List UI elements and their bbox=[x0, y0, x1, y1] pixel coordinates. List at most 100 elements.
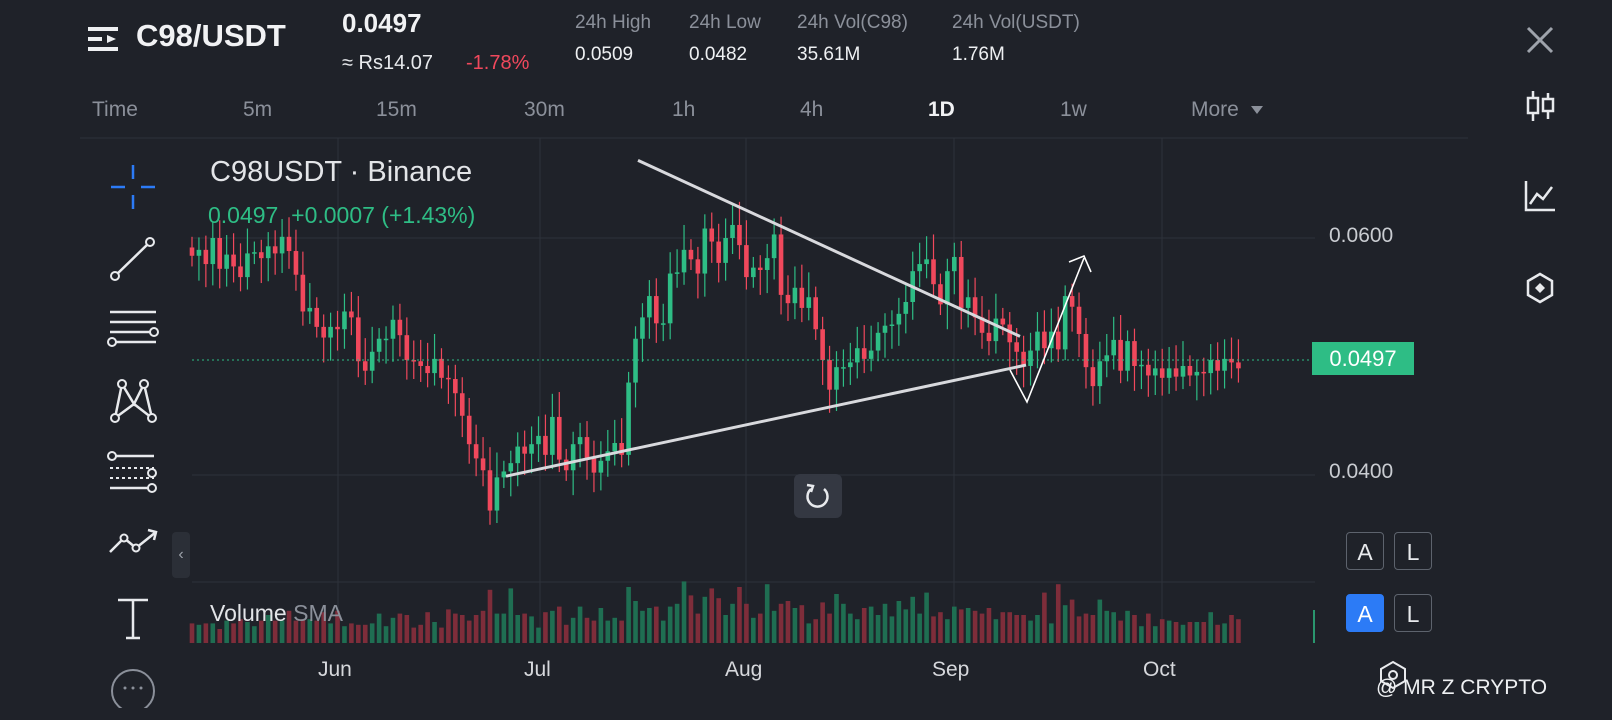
candle-body bbox=[369, 351, 375, 371]
candle-body bbox=[494, 477, 500, 511]
candle-body bbox=[279, 236, 285, 254]
candlestick-icon bbox=[1526, 91, 1555, 121]
tab-more[interactable]: More bbox=[1191, 98, 1265, 122]
more-tools-button[interactable] bbox=[110, 668, 156, 708]
local-price: ≈ Rs14.07 bbox=[342, 52, 434, 74]
price-change: -1.78% bbox=[466, 52, 530, 74]
volume-bar bbox=[986, 608, 992, 643]
volume-bar bbox=[917, 613, 922, 643]
menu-button[interactable] bbox=[86, 22, 120, 56]
candle-body bbox=[799, 287, 805, 308]
volume-bar bbox=[1215, 624, 1220, 643]
volume-bar bbox=[667, 606, 673, 643]
stat-value-high: 0.0509 bbox=[575, 44, 634, 65]
path-tool[interactable] bbox=[106, 520, 160, 574]
candle-body bbox=[972, 297, 978, 318]
volume-bar bbox=[875, 615, 881, 643]
line-chart-button[interactable] bbox=[1522, 178, 1558, 214]
candle-body bbox=[764, 258, 770, 270]
tab-1h[interactable]: 1h bbox=[672, 98, 696, 121]
candle-body bbox=[487, 470, 493, 511]
candle-body bbox=[674, 272, 680, 274]
candle-body bbox=[757, 267, 763, 270]
tab-5m[interactable]: 5m bbox=[243, 98, 273, 121]
trendline-tool[interactable] bbox=[106, 232, 160, 286]
channel-icon bbox=[107, 451, 157, 493]
volume-bar bbox=[390, 617, 396, 643]
candle-body bbox=[335, 326, 340, 330]
tab-30m[interactable]: 30m bbox=[524, 98, 565, 121]
x-tick: Oct bbox=[1143, 658, 1176, 681]
volume-bar bbox=[792, 608, 798, 643]
volume-bar bbox=[1049, 623, 1054, 643]
volume-bar bbox=[723, 615, 728, 643]
candle-body bbox=[737, 224, 742, 246]
volume-bar bbox=[1055, 584, 1061, 643]
candle-body bbox=[702, 228, 708, 274]
price-tick: 0.0600 bbox=[1329, 224, 1394, 247]
candle-body bbox=[931, 259, 936, 285]
volume-bar bbox=[203, 623, 209, 643]
stat-label-vol-base: 24h Vol(C98) bbox=[797, 12, 908, 33]
volume-bar bbox=[806, 623, 812, 643]
pattern-tool[interactable] bbox=[106, 376, 160, 430]
fib-tool[interactable] bbox=[106, 304, 160, 358]
tab-15m[interactable]: 15m bbox=[376, 98, 417, 121]
log-scale-toggle-price[interactable]: L bbox=[1394, 532, 1432, 570]
volume-bar bbox=[972, 610, 978, 643]
tab-1d[interactable]: 1D bbox=[928, 98, 955, 121]
candle-body bbox=[1166, 368, 1172, 378]
volume-bar bbox=[480, 610, 486, 643]
channel-tool[interactable] bbox=[106, 448, 160, 502]
close-button[interactable] bbox=[1522, 22, 1558, 58]
volume-bar bbox=[300, 619, 306, 643]
candle-body bbox=[453, 379, 458, 394]
candle-body bbox=[848, 362, 853, 368]
hexagon-indicator-icon bbox=[1526, 272, 1554, 304]
volume-bar bbox=[411, 627, 417, 643]
volume-bar bbox=[1152, 626, 1158, 643]
tab-more-label: More bbox=[1191, 98, 1239, 121]
volume-bar bbox=[674, 603, 680, 643]
candle-body bbox=[626, 382, 631, 455]
volume-bar bbox=[196, 624, 202, 643]
volume-bar bbox=[238, 619, 243, 643]
reset-chart-button[interactable] bbox=[794, 474, 842, 518]
volume-bar bbox=[737, 587, 742, 643]
tab-1w[interactable]: 1w bbox=[1060, 98, 1087, 121]
volume-bar bbox=[328, 623, 333, 643]
collapse-toolbar-button[interactable]: ‹ bbox=[172, 532, 190, 578]
tab-4h[interactable]: 4h bbox=[800, 98, 824, 121]
volume-bar bbox=[1007, 612, 1013, 643]
pair-title[interactable]: C98/USDT bbox=[136, 18, 286, 53]
text-tool[interactable] bbox=[106, 592, 160, 646]
auto-scale-toggle-price[interactable]: A bbox=[1346, 532, 1384, 570]
candle-body bbox=[965, 297, 971, 308]
support-trendline bbox=[505, 363, 1027, 478]
chart-legend: 0.0497 +0.0007 (+1.43%) bbox=[208, 202, 475, 229]
volume-bar bbox=[1000, 612, 1006, 643]
candle-body bbox=[820, 329, 825, 361]
volume-bar bbox=[1028, 620, 1033, 643]
tab-time[interactable]: Time bbox=[92, 98, 138, 121]
volume-bar bbox=[1132, 615, 1137, 643]
volume-bar bbox=[1042, 592, 1047, 643]
volume-bar bbox=[418, 624, 423, 643]
volume-bar bbox=[570, 617, 576, 643]
indicator-button[interactable] bbox=[1522, 270, 1558, 306]
volume-bar bbox=[231, 623, 236, 643]
volume-bar bbox=[785, 601, 791, 643]
price-tick: 0.0400 bbox=[1329, 460, 1394, 483]
auto-scale-toggle-volume[interactable]: A bbox=[1346, 594, 1384, 632]
candlestick-button[interactable] bbox=[1522, 88, 1558, 124]
resistance-trendline bbox=[637, 159, 1021, 338]
candle-body bbox=[1083, 333, 1089, 368]
crosshair-tool[interactable] bbox=[106, 160, 160, 214]
log-scale-toggle-volume[interactable]: L bbox=[1394, 594, 1432, 632]
volume-bar bbox=[342, 626, 347, 643]
volume-bar bbox=[245, 622, 250, 643]
volume-bar bbox=[1069, 599, 1075, 643]
candle-body bbox=[508, 463, 514, 472]
volume-bar bbox=[813, 619, 818, 643]
